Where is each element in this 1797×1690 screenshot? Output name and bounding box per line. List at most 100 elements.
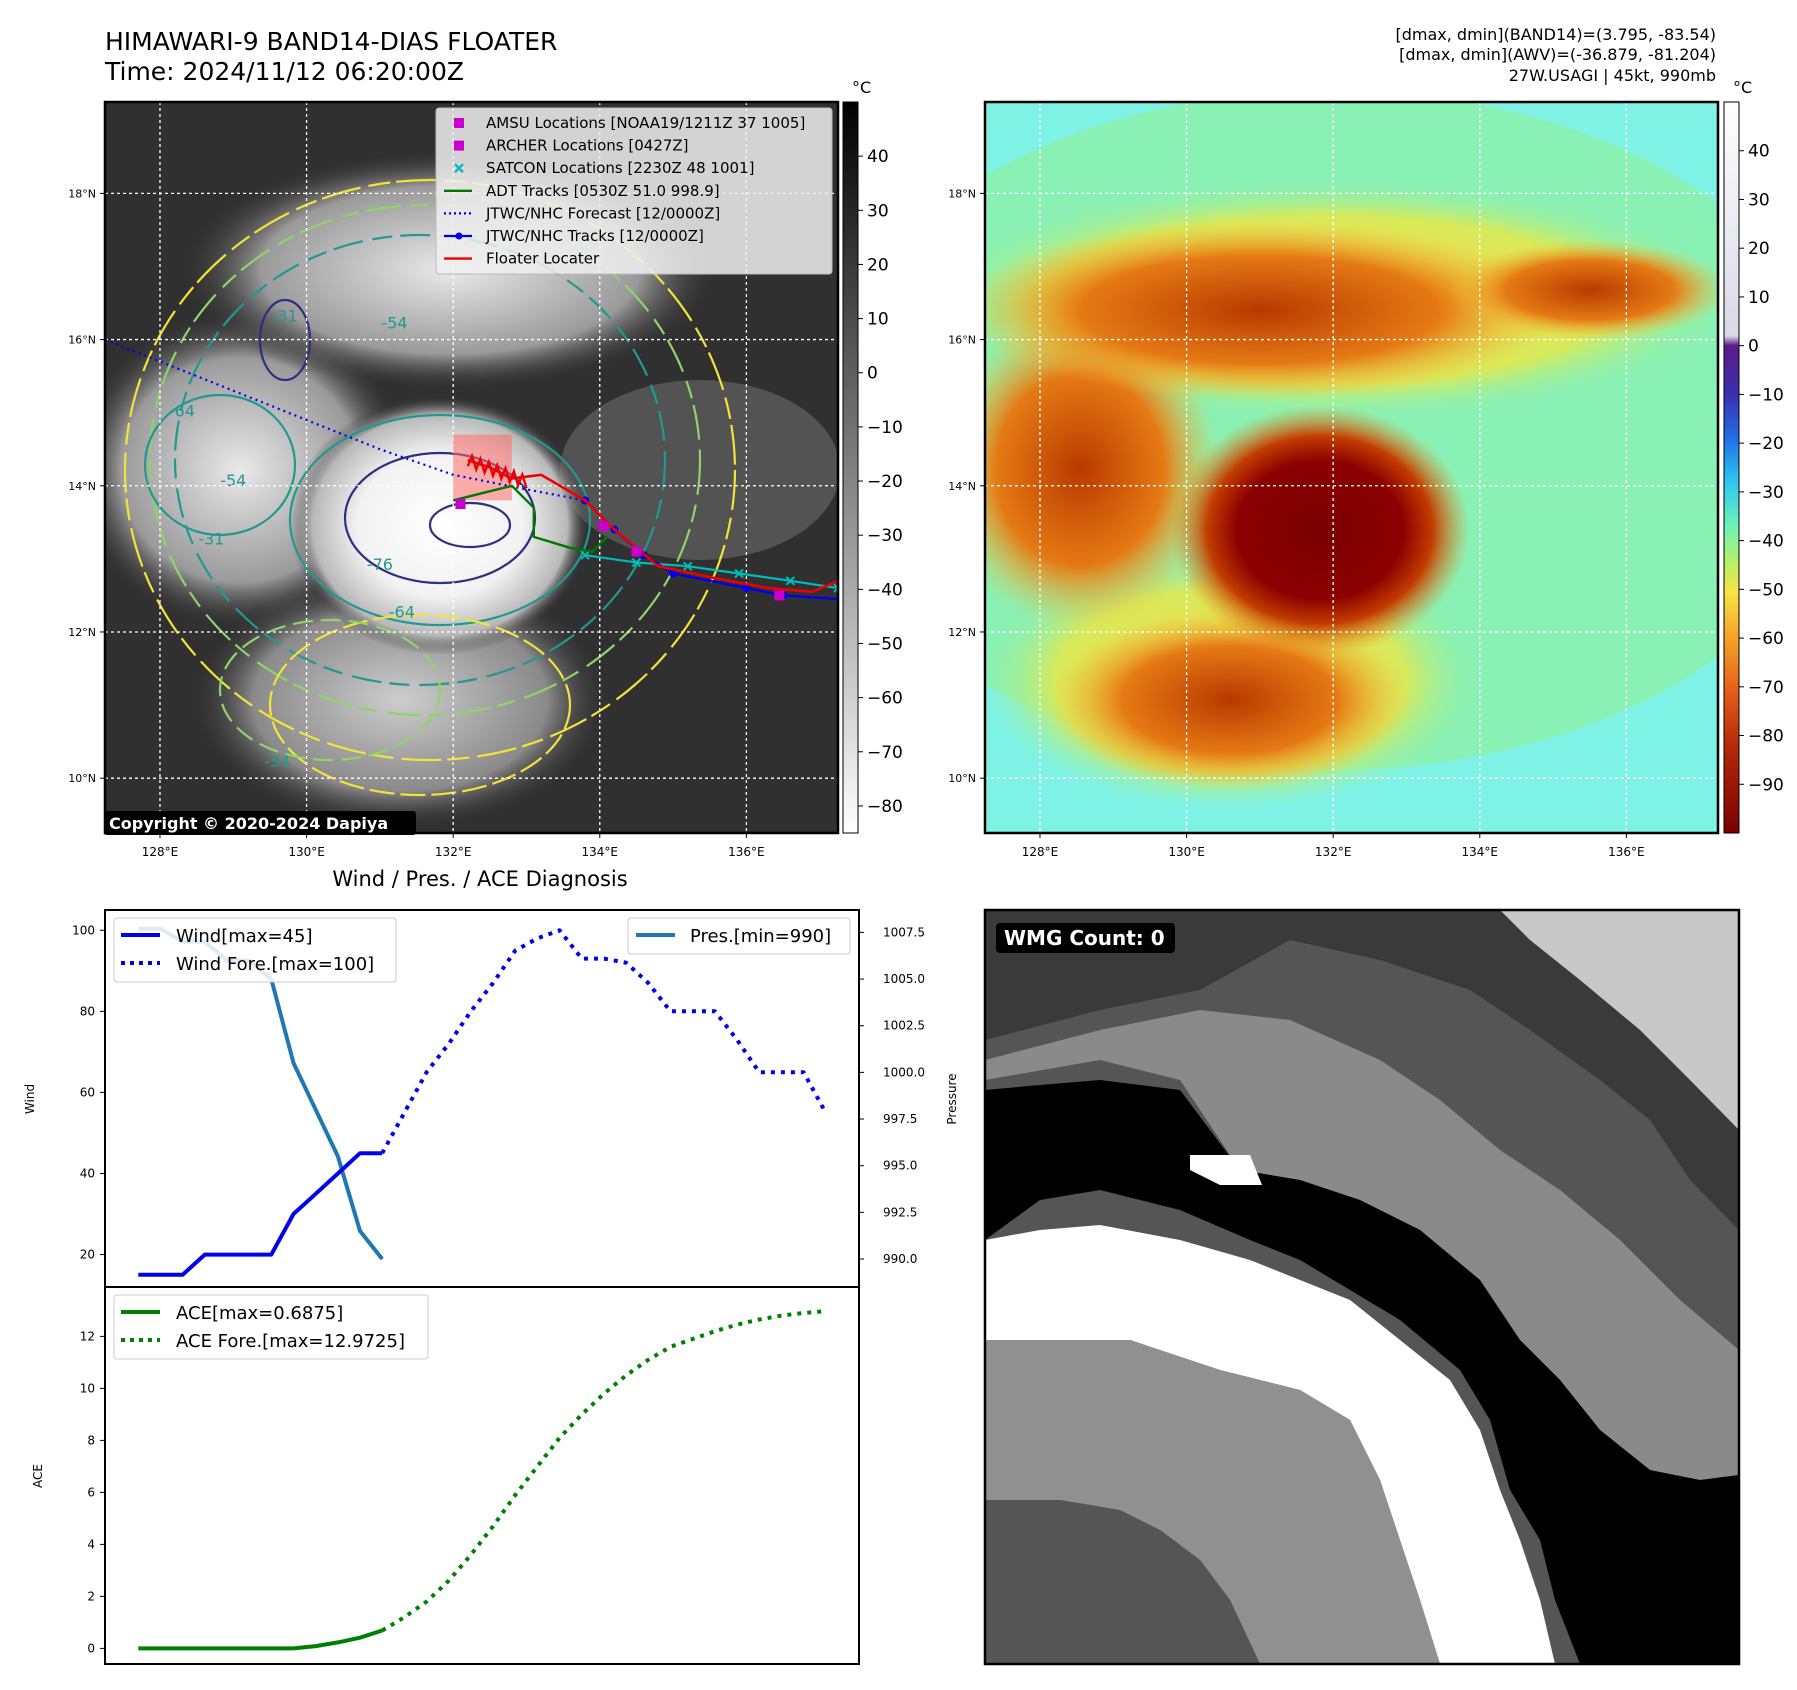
legend-label: ARCHER Locations [0427Z] [486, 137, 689, 155]
colorbar-gray-bar [842, 101, 859, 834]
legend-label-wind: Wind[max=45] [176, 926, 313, 947]
colorbar-tick-label: −60 [1748, 629, 1784, 649]
contour-label: -64 [169, 401, 195, 420]
wind-axis-label: Wind [23, 1084, 37, 1114]
central-dense-overcast [290, 395, 590, 655]
wmg-badge [996, 923, 1175, 953]
colorbar-tick-label: −30 [867, 526, 903, 546]
contour-label: -31 [198, 529, 224, 548]
info-line1: [dmax, dmin](BAND14)=(3.795, -83.54) [1396, 25, 1717, 44]
ace-axis-label: ACE [31, 1464, 45, 1488]
map1-x-tick-label: 134°E [582, 845, 619, 859]
wmg-frame [983, 908, 1741, 1666]
colorbar-tick-label: 10 [1748, 288, 1770, 308]
map1-y-tick-label: 18°N [68, 187, 96, 200]
contour-navy-inner [428, 501, 512, 549]
map1-y-tick-label: 10°N [68, 772, 96, 785]
ace-y-tick-label: 6 [87, 1485, 95, 1499]
colorbar-tick-label: −10 [1748, 385, 1784, 405]
archer-marker [598, 520, 609, 531]
map2-x-tick-label: 136°E [1608, 845, 1645, 859]
legend-label: AMSU Locations [NOAA19/1211Z 37 1005] [486, 114, 805, 132]
pressure-y-tick-label: 990.0 [883, 1252, 917, 1266]
pressure-legend-box [627, 917, 851, 955]
archer-marker [631, 546, 642, 557]
contour-label: -54 [381, 314, 407, 333]
jtwc-track-point [669, 569, 678, 578]
colorbar-tick-label: 0 [1748, 337, 1759, 357]
ace-y-tick-label: 4 [87, 1537, 95, 1551]
colorbar-tick-label: −70 [867, 743, 903, 763]
figure-title-line1: HIMAWARI-9 BAND14-DIAS FLOATER [105, 27, 557, 56]
contour-teal-core [288, 413, 592, 627]
contour-label: -54 [220, 471, 246, 490]
wind-y-tick-label: 20 [80, 1248, 95, 1262]
jtwc-track-point [742, 584, 751, 593]
ace-y-tick-label: 12 [80, 1329, 95, 1343]
satcon-marker [734, 568, 744, 579]
wind-y-tick-label: 40 [80, 1166, 95, 1180]
pressure-y-tick-label: 992.5 [883, 1205, 917, 1219]
contour-yellow-outer [123, 178, 737, 762]
colorbar-tick-label: −80 [867, 797, 903, 817]
map1-x-tick-label: 136°E [728, 845, 765, 859]
copyright-text: Copyright © 2020-2024 Dapiya [109, 814, 388, 833]
legend-label: SATCON Locations [2230Z 48 1001] [486, 159, 754, 177]
colorbar-tick-label: 30 [867, 201, 889, 221]
archer-marker [455, 499, 466, 510]
pressure-y-tick-label: 1007.5 [883, 925, 925, 939]
pressure-y-tick-label: 995.0 [883, 1159, 917, 1173]
map2-tick-labels: 128°E 130°E 132°E 134°E 136°E 10°N 12°N 14°N 16°… [948, 187, 1644, 859]
pressure-legend: Pres.[min=990] [627, 917, 851, 955]
colorbar-tick-label: −40 [1748, 532, 1784, 552]
contour-teal-west [143, 393, 297, 537]
map2-y-tick-label: 14°N [948, 480, 976, 493]
colorbar-tick-label: 40 [867, 147, 889, 167]
ace-legend-box [113, 1294, 429, 1360]
map2-core [1170, 405, 1470, 655]
ace-y-tick-label: 8 [87, 1433, 95, 1447]
wind-legend-box [113, 917, 397, 983]
pressure-y-tick-label: 997.5 [883, 1112, 917, 1126]
colorbar-tick-label: −80 [1748, 727, 1784, 747]
colorbar-tick-label: −20 [1748, 434, 1784, 454]
map2-orange-north [985, 220, 1560, 400]
legend-marker-square [454, 140, 464, 151]
wmg-mid-gray-band [985, 1010, 1739, 1480]
map1-tick-labels: 128°E 130°E 132°E 134°E 136°E 10°N 12°N 14°N 16°… [68, 187, 764, 859]
series-ace-fore [381, 1309, 826, 1633]
series-ace [138, 1628, 383, 1651]
series-wind-fore [380, 928, 828, 1155]
ace-y-tick-label: 0 [87, 1641, 95, 1655]
contour-labels: -31 -54 -64 -54 -31 -76 -64 -54 [169, 306, 415, 771]
colorbar-tick-label: −70 [1748, 678, 1784, 698]
map2-x-tick-label: 134°E [1462, 845, 1499, 859]
colorbar-tick-label: −40 [867, 580, 903, 600]
legend-label: JTWC/NHC Forecast [12/0000Z] [485, 204, 720, 222]
wmg-gray-bottom [985, 1340, 1440, 1664]
colorbar-tick-label: 0 [867, 364, 878, 384]
map1-y-tick-label: 12°N [68, 626, 96, 639]
map-band14-color: 128°E 130°E 132°E 134°E 136°E 10°N 12°N 14°N 16°… [948, 100, 1720, 859]
contour-label: -64 [389, 602, 415, 621]
figure-title-line2: Time: 2024/11/12 06:20:00Z [104, 57, 464, 86]
info-line2: [dmax, dmin](AWV)=(-36.879, -81.204) [1399, 45, 1716, 64]
wind-y-tick-label: 80 [80, 1004, 95, 1018]
wmg-white-notch [1190, 1155, 1262, 1185]
colorbar-tick-label: 20 [867, 255, 889, 275]
map2-orange-east [1450, 240, 1718, 340]
copyright-badge [104, 811, 416, 835]
legend-label: JTWC/NHC Tracks [12/0000Z] [485, 227, 704, 245]
map2-x-tick-label: 128°E [1022, 845, 1059, 859]
floater-zigzag [466, 452, 528, 489]
contour-yellow-south [268, 613, 572, 797]
pressure-y-tick-label: 1000.0 [883, 1065, 925, 1079]
wmg-darker-bottom [985, 1500, 1260, 1664]
satcon-marker [631, 557, 642, 568]
map1-legend: AMSU Locations [NOAA19/1211Z 37 1005] ARC… [435, 107, 833, 275]
legend-marker-square [454, 118, 464, 128]
colorbar-tick-label: 10 [867, 310, 889, 330]
wmg-white-band [985, 1225, 1555, 1664]
ace-y-tick-label: 10 [80, 1381, 95, 1395]
